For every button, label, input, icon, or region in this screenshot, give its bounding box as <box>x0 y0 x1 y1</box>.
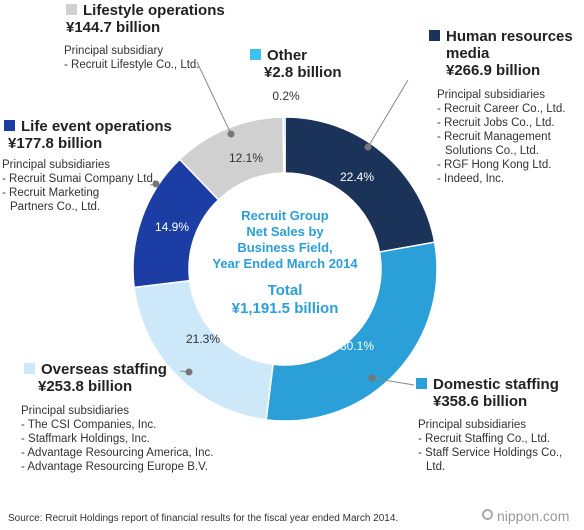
life-event-sub-item: Partners Co., Ltd. <box>10 201 101 213</box>
overseas-swatch <box>24 363 35 374</box>
center-title-line: Net Sales by <box>246 224 324 239</box>
slice-percent-label: 14.9% <box>155 220 189 234</box>
hr-media-sub-item: - Recruit Career Co., Ltd. <box>437 103 566 115</box>
source-note: Source: Recruit Holdings report of finan… <box>8 513 399 524</box>
hr-media-title: Human resources <box>429 28 573 45</box>
life-event-sub-head: Principal subsidiaries <box>2 159 111 171</box>
domestic-title: Domestic staffing <box>416 376 559 393</box>
life-event-block: Life event operations ¥177.8 billion <box>4 118 172 153</box>
leader-dot <box>185 368 193 376</box>
overseas-title: Overseas staffing <box>24 361 167 378</box>
center-total-label: Total <box>267 282 303 299</box>
domestic-block: Domestic staffing ¥358.6 billion <box>416 376 559 411</box>
hr-media-sub-item: - RGF Hong Kong Ltd. <box>437 159 552 171</box>
hr-media-sub-item: - Recruit Management <box>437 131 551 143</box>
center-title-line: Year Ended March 2014 <box>212 256 358 271</box>
domestic-sub-item: - Recruit Staffing Co., Ltd. <box>418 433 551 445</box>
slice-percent-label: 21.3% <box>186 332 220 346</box>
life-event-sub-item: - Recruit Marketing <box>2 187 100 199</box>
slice-percent-label: 12.1% <box>229 151 263 165</box>
overseas-sub-item: - Advantage Resourcing Europe B.V. <box>21 461 208 473</box>
hr-media-sub-item: - Recruit Jobs Co., Ltd. <box>437 117 555 129</box>
hr-media-subsidiaries: Principal subsidiaries - Recruit Career … <box>437 84 565 186</box>
life-event-sub-item: - Recruit Sumai Company Ltd. <box>2 173 157 185</box>
overseas-sub-item: - Advantage Resourcing America, Inc. <box>21 447 214 459</box>
brand-logo: nippon.com <box>482 508 569 524</box>
other-block: Other ¥2.8 billion <box>250 47 342 82</box>
hr-media-sub-item: - Indeed, Inc. <box>437 173 505 185</box>
overseas-block: Overseas staffing ¥253.8 billion <box>24 361 167 396</box>
center-total-value: ¥1,191.5 billion <box>231 300 339 317</box>
slice-percent-label: 0.2% <box>272 89 300 103</box>
other-amount: ¥2.8 billion <box>264 64 342 81</box>
overseas-amount: ¥253.8 billion <box>38 378 133 395</box>
other-title: Other <box>250 47 342 64</box>
lifestyle-swatch <box>66 4 77 15</box>
leader-dot <box>152 180 160 188</box>
domestic-sub-head: Principal subsidiaries <box>418 419 527 431</box>
lifestyle-sub-item: - Recruit Lifestyle Co., Ltd. <box>64 59 200 71</box>
leader-line <box>196 61 232 135</box>
life-event-title: Life event operations <box>4 118 172 135</box>
lifestyle-amount: ¥144.7 billion <box>66 19 161 36</box>
lifestyle-subsidiaries: Principal subsidiary - Recruit Lifestyle… <box>64 40 200 72</box>
lifestyle-title: Lifestyle operations <box>66 2 225 19</box>
center-title-line: Business Field, <box>237 240 333 255</box>
hr-media-amount: ¥266.9 billion <box>446 62 541 79</box>
hr-media-title-line2: media <box>446 45 490 62</box>
donut-slice <box>265 241 438 422</box>
overseas-sub-item: - Staffmark Holdings, Inc. <box>21 433 150 445</box>
life-event-swatch <box>4 120 15 131</box>
hr-media-sub-head: Principal subsidiaries <box>437 89 546 101</box>
domestic-sub-item: - Staff Service Holdings Co., <box>418 447 563 459</box>
brand-ring-icon <box>482 509 493 520</box>
domestic-subsidiaries: Principal subsidiaries - Recruit Staffin… <box>418 414 562 474</box>
donut-slice <box>282 116 286 174</box>
slice-percent-label: 30.1% <box>340 339 374 353</box>
lifestyle-block: Lifestyle operations ¥144.7 billion <box>66 2 225 37</box>
slice-percent-label: 22.4% <box>340 170 374 184</box>
domestic-swatch <box>416 378 427 389</box>
lifestyle-sub-head: Principal subsidiary <box>64 45 164 57</box>
chart-center-text: Recruit Group Net Sales by Business Fiel… <box>196 208 374 318</box>
leader-line <box>371 377 415 386</box>
domestic-sub-item: Ltd. <box>426 461 446 473</box>
leader-dot <box>227 130 235 138</box>
other-swatch <box>250 49 261 60</box>
center-title-line: Recruit Group <box>241 208 329 223</box>
hr-media-sub-item: Solutions Co., Ltd. <box>445 145 539 157</box>
overseas-sub-head: Principal subsidiaries <box>21 405 130 417</box>
overseas-sub-item: - The CSI Companies, Inc. <box>21 419 157 431</box>
leader-line <box>367 79 409 148</box>
life-event-amount: ¥177.8 billion <box>8 135 103 152</box>
overseas-subsidiaries: Principal subsidiaries - The CSI Compani… <box>21 400 213 474</box>
leader-dot <box>368 374 376 382</box>
life-event-subsidiaries: Principal subsidiaries - Recruit Sumai C… <box>2 154 156 214</box>
domestic-amount: ¥358.6 billion <box>433 393 528 410</box>
hr-media-block: Human resources media ¥266.9 billion <box>429 28 573 80</box>
hr-media-swatch <box>429 30 440 41</box>
leader-dot <box>364 143 372 151</box>
